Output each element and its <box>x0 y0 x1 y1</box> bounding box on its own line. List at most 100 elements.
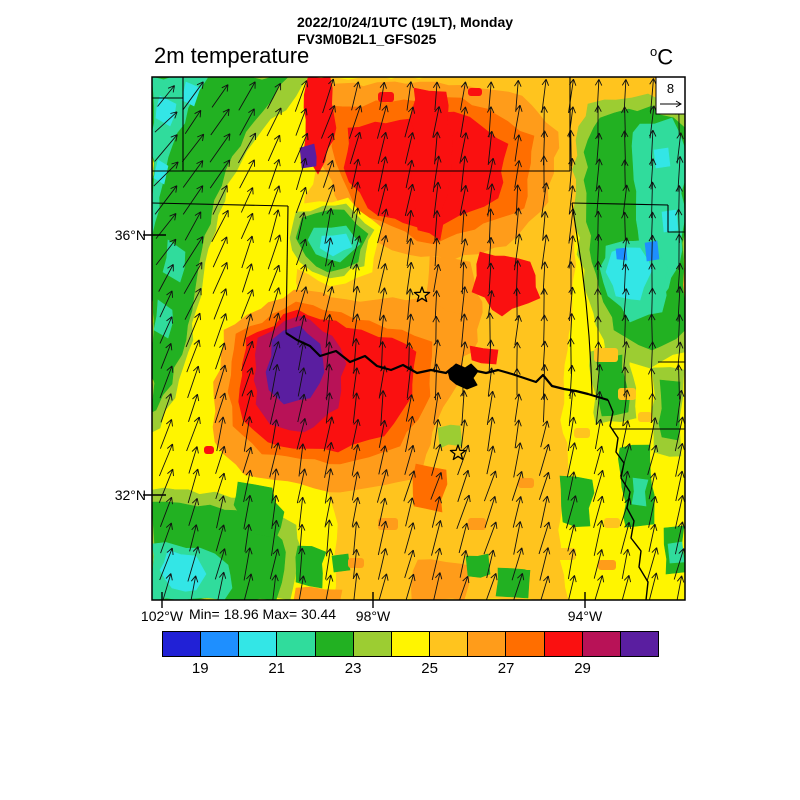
temperature-region <box>153 159 169 185</box>
min-max-stats: Min= 18.96 Max= 30.44 <box>189 606 337 622</box>
wind-legend-arrow-icon <box>660 100 682 108</box>
wind-arrow <box>323 286 335 322</box>
wind-arrow <box>539 547 551 581</box>
wind-arrow <box>269 209 281 243</box>
wind-legend-box <box>655 76 686 115</box>
wind-arrow <box>295 238 308 266</box>
wind-arrow <box>406 81 414 111</box>
wind-arrow <box>238 81 256 111</box>
wind-arrow <box>406 288 414 320</box>
wind-arrow <box>540 261 549 295</box>
wind-arrow <box>187 546 200 582</box>
wind-arrow <box>486 106 495 138</box>
wind-arrow <box>352 521 360 555</box>
wind-arrow <box>212 185 228 215</box>
wind-arrow <box>514 134 522 162</box>
wind-arrow <box>646 547 659 581</box>
wind-arrow <box>567 471 577 501</box>
wind-arrow <box>486 549 496 579</box>
wind-arrow <box>458 522 469 554</box>
wind-arrow <box>406 261 415 294</box>
wind-arrow <box>209 159 231 189</box>
colorbar-segment <box>582 632 621 656</box>
wind-arrow <box>325 314 333 346</box>
wind-arrow <box>460 341 468 371</box>
temperature-region <box>605 247 653 301</box>
wind-arrow <box>592 469 605 502</box>
wind-arrow <box>622 389 631 427</box>
wind-arrow <box>404 549 416 579</box>
wind-arrow <box>184 109 202 134</box>
wind-arrow <box>187 468 200 504</box>
colorbar-segment <box>315 632 354 656</box>
wind-arrow <box>243 469 253 503</box>
wind-arrow <box>593 445 604 475</box>
wind-arrow <box>215 445 227 474</box>
colorbar-tick-label: 29 <box>574 660 591 677</box>
wind-arrow <box>484 495 497 528</box>
wind-arrow <box>322 159 335 188</box>
wind-arrow <box>513 521 523 555</box>
wind-arrow <box>298 496 306 527</box>
wind-arrow <box>325 363 333 401</box>
wind-arrow <box>431 547 443 581</box>
wind-arrow <box>594 341 603 371</box>
temperature-speckle <box>594 348 618 362</box>
wind-arrow <box>295 264 308 292</box>
wind-arrow <box>325 574 334 600</box>
wind-arrow <box>214 548 227 580</box>
temperature-region <box>595 354 630 417</box>
wind-arrow <box>154 185 178 215</box>
wind-arrow <box>487 290 495 318</box>
wind-arrow <box>648 496 658 528</box>
temperature-speckle <box>518 478 534 488</box>
wind-arrow <box>432 81 441 111</box>
temperature-region <box>410 559 471 600</box>
colorbar-tick-label: 23 <box>344 660 362 677</box>
wind-arrow <box>459 550 469 578</box>
wind-arrow <box>431 496 442 528</box>
wind-arrow <box>404 132 415 164</box>
wind-arrow <box>186 339 201 373</box>
wind-arrow <box>647 367 656 396</box>
plot-model-title: FV3M0B2L1_GFS025 <box>297 31 437 47</box>
wind-arrow <box>568 185 576 215</box>
temperature-region <box>471 251 541 317</box>
wind-arrow <box>241 235 254 269</box>
wind-arrow <box>595 158 603 190</box>
wind-arrow <box>214 392 227 424</box>
wind-arrow <box>513 572 525 600</box>
wind-arrow <box>376 469 389 503</box>
temperature-region <box>293 586 343 600</box>
wind-arrow <box>267 82 282 109</box>
wind-arrow <box>538 471 551 500</box>
wind-arrow <box>486 339 495 373</box>
wind-arrow <box>622 237 630 267</box>
state-border <box>667 205 685 233</box>
wind-arrow <box>160 342 173 369</box>
wind-arrow <box>594 418 604 449</box>
wind-arrow <box>325 519 333 557</box>
colorbar-segment <box>544 632 583 656</box>
wind-arrow <box>351 471 361 501</box>
city-star-marker <box>413 286 431 303</box>
wind-arrow <box>432 237 441 267</box>
wind-arrow <box>324 468 334 504</box>
wind-arrow <box>378 497 388 527</box>
wind-arrow <box>320 105 336 139</box>
wind-arrow <box>648 417 658 451</box>
wind-arrow <box>403 470 416 502</box>
wind-arrow <box>432 290 441 318</box>
wind-arrow <box>483 470 497 502</box>
wind-arrow <box>622 288 630 320</box>
wind-arrow <box>266 107 282 137</box>
wind-arrow <box>460 238 469 266</box>
wind-arrow <box>212 261 228 294</box>
wind-arrow <box>351 207 361 245</box>
wind-arrow <box>268 264 281 292</box>
wind-arrow <box>238 132 257 164</box>
wind-arrow <box>460 286 468 322</box>
wind-arrow <box>514 314 522 345</box>
wind-arrow <box>182 236 204 268</box>
wind-arrow <box>405 342 413 370</box>
